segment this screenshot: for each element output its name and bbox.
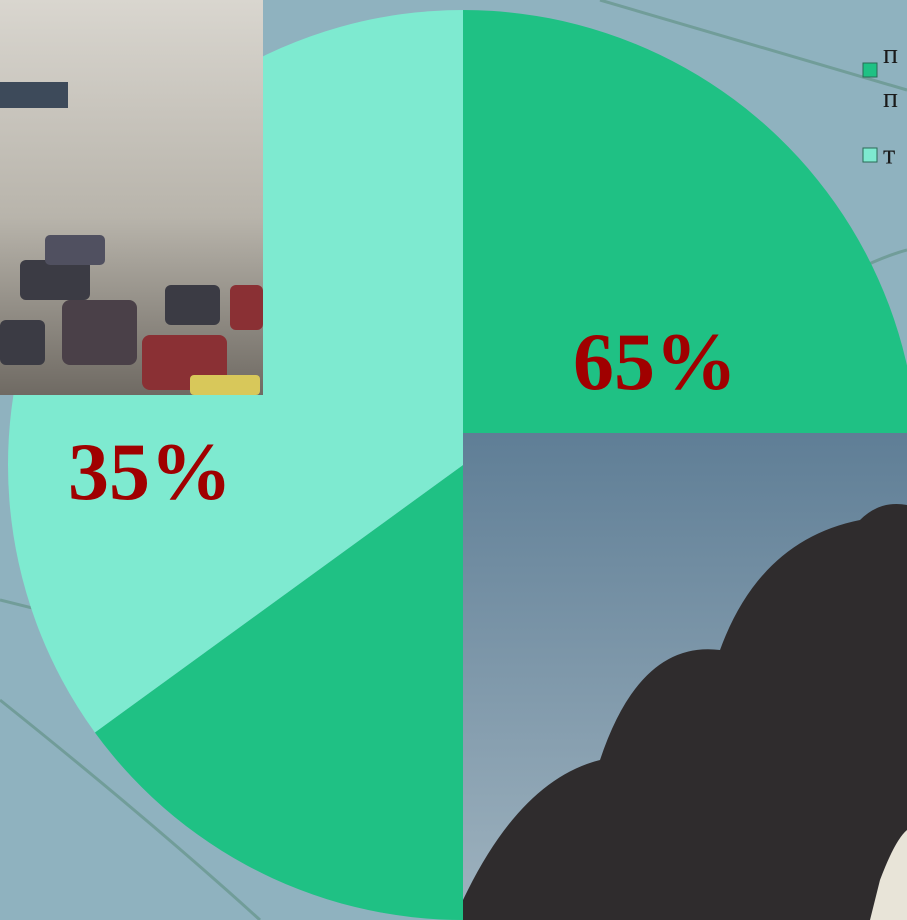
chart: 65%35% ппт — [0, 0, 907, 920]
legend-swatch — [863, 148, 877, 162]
legend-swatch — [863, 63, 877, 77]
value-label: 65% — [573, 316, 737, 407]
value-label: 35% — [68, 426, 232, 517]
legend-label: т — [883, 139, 895, 170]
sign — [0, 82, 68, 108]
